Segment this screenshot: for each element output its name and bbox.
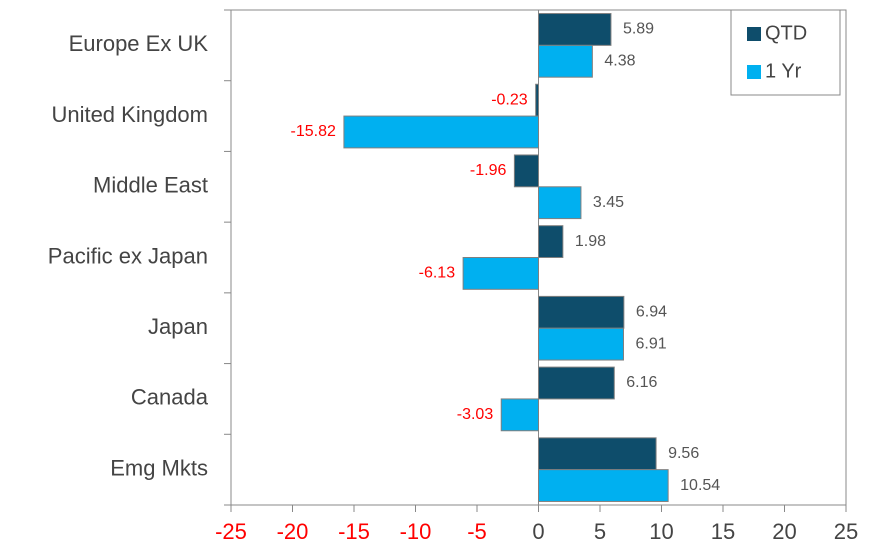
legend-label: QTD (765, 22, 807, 44)
legend-box (730, 9, 841, 96)
bar (535, 83, 540, 117)
value-label: -6.13 (419, 265, 456, 282)
y-tick-label: Emg Mkts (110, 455, 208, 480)
bar (343, 115, 539, 149)
x-tick-label: -10 (400, 519, 432, 544)
value-label: 4.38 (604, 52, 635, 69)
value-label: 6.91 (635, 335, 666, 352)
bar (538, 225, 564, 259)
value-label: 6.94 (636, 304, 667, 321)
legend-label: 1 Yr (765, 60, 802, 82)
x-tick-label: 20 (772, 519, 796, 544)
value-label: -3.03 (457, 406, 494, 423)
x-tick-label: 25 (834, 519, 858, 544)
value-label: 6.16 (626, 374, 657, 391)
x-tick-label: 5 (594, 519, 606, 544)
value-label: -1.96 (470, 162, 507, 179)
bar (462, 257, 540, 290)
y-tick-label: United Kingdom (51, 102, 208, 127)
bar (538, 327, 624, 361)
value-label: 5.89 (623, 21, 654, 38)
x-tick-label: -15 (338, 519, 370, 544)
bar (500, 398, 539, 432)
x-tick-label: -5 (467, 519, 487, 544)
y-tick-label: Canada (131, 385, 209, 410)
y-tick-label: Europe Ex UK (69, 31, 209, 56)
x-tick-label: -20 (277, 519, 309, 544)
y-tick-label: Japan (148, 314, 208, 339)
bar (538, 186, 582, 220)
bar (538, 44, 593, 78)
bar (513, 154, 540, 188)
y-tick-label: Middle East (93, 173, 208, 198)
value-label: 3.45 (593, 194, 624, 211)
value-label: -0.23 (491, 91, 528, 108)
bar (538, 469, 669, 502)
value-label: -15.82 (291, 123, 336, 140)
bar (538, 295, 625, 329)
y-tick-label: Pacific ex Japan (48, 243, 208, 268)
bar (538, 437, 657, 471)
value-label: 1.98 (575, 233, 606, 250)
legend-swatch (747, 65, 761, 79)
x-tick-label: 0 (532, 519, 544, 544)
bar (538, 13, 612, 46)
x-tick-label: -25 (215, 519, 247, 544)
value-label: 9.56 (668, 445, 699, 462)
x-tick-label: 10 (649, 519, 673, 544)
x-tick-label: 15 (711, 519, 735, 544)
value-label: 10.54 (680, 477, 720, 494)
bar (538, 366, 615, 400)
legend-swatch (747, 27, 761, 41)
